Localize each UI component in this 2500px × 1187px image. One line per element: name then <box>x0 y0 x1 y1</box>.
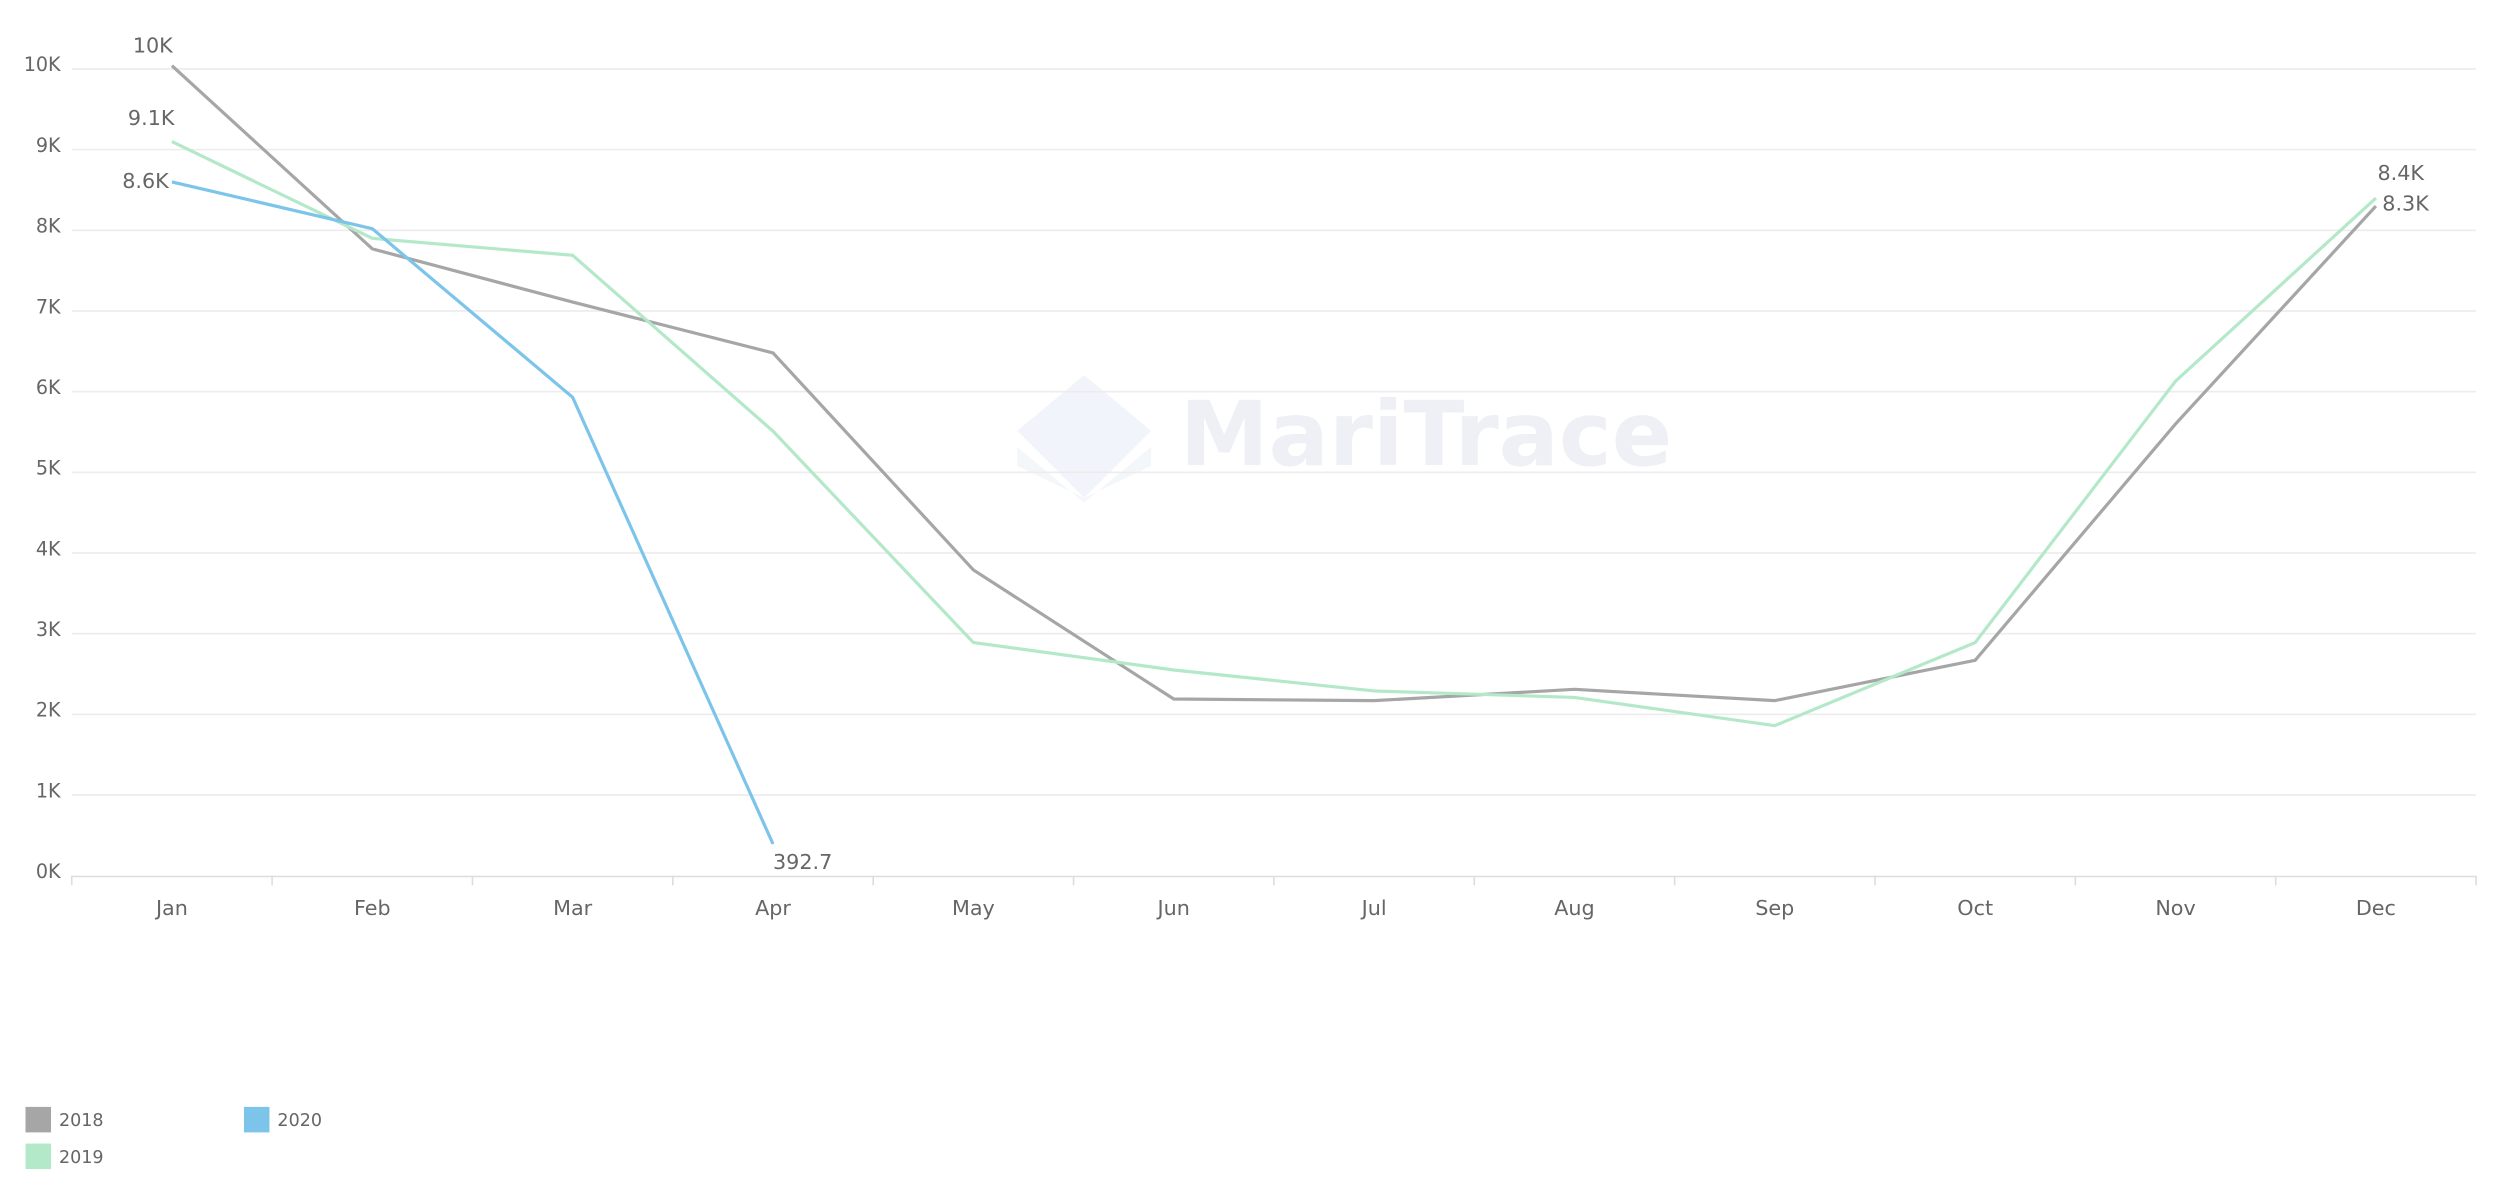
y-tick-label: 0K <box>36 860 61 883</box>
x-tick-label: Feb <box>354 896 391 920</box>
y-tick-label: 8K <box>36 215 61 238</box>
y-tick-label: 1K <box>36 779 61 802</box>
x-tick-label: Sep <box>1755 896 1794 920</box>
line-series <box>171 180 775 845</box>
x-tick-label: Dec <box>2356 896 2396 920</box>
line-series <box>170 64 2378 703</box>
line-series <box>171 140 2377 728</box>
x-tick-label: Nov <box>2155 896 2195 920</box>
x-tick-label: Jul <box>1360 896 1387 920</box>
legend-label: 2018 <box>59 1111 104 1131</box>
y-tick-label: 7K <box>36 295 61 318</box>
legend-swatch <box>25 1106 52 1133</box>
legend-label: 2019 <box>59 1148 104 1168</box>
x-tick-label: Apr <box>755 896 791 920</box>
y-tick-label: 10K <box>24 53 61 76</box>
legend-swatch <box>243 1106 270 1133</box>
value-label: 8.6K <box>122 169 170 193</box>
x-tick-label: Jan <box>154 896 188 920</box>
legend-label: 2020 <box>277 1111 322 1131</box>
y-tick-label: 9K <box>36 134 61 157</box>
value-label: 10K <box>133 34 174 58</box>
y-tick-label: 4K <box>36 537 61 560</box>
y-tick-label: 2K <box>36 699 61 722</box>
y-tick-label: 5K <box>36 457 61 480</box>
value-label: 9.1K <box>128 106 176 130</box>
x-tick-label: Jun <box>1156 896 1190 920</box>
value-label: 8.4K <box>2377 161 2425 185</box>
value-label: 8.3K <box>2382 192 2430 216</box>
x-tick-label: Mar <box>553 896 593 920</box>
x-tick-label: Oct <box>1957 896 1993 920</box>
legend-swatch <box>25 1143 52 1170</box>
x-tick-label: Aug <box>1554 896 1594 920</box>
watermark-logo <box>1017 375 1152 503</box>
x-tick-label: May <box>952 896 995 920</box>
y-tick-label: 3K <box>36 618 61 641</box>
watermark: MariTrace <box>1180 383 1673 487</box>
y-tick-label: 6K <box>36 376 61 399</box>
value-label: 392.7 <box>773 850 832 874</box>
